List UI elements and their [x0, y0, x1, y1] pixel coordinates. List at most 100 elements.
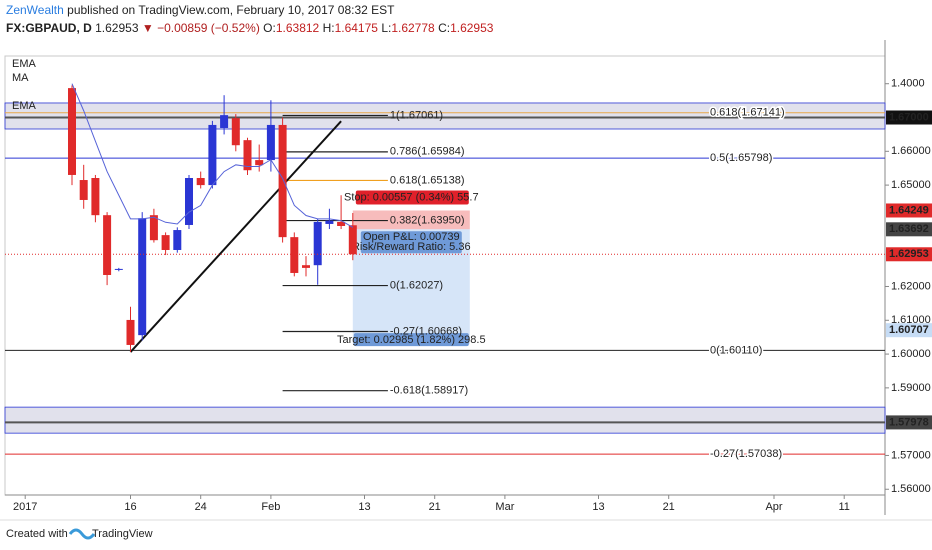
price-label: 1.63692	[889, 223, 929, 235]
brand-logo	[68, 528, 96, 540]
zone	[4, 102, 886, 130]
ohlc-label: O:	[263, 21, 276, 35]
y-tick-label: 1.57000	[891, 449, 931, 461]
x-tick-label: 13	[592, 501, 604, 513]
candle-body	[220, 115, 229, 128]
x-tick-label: 24	[195, 501, 207, 513]
zone	[4, 406, 886, 434]
y-tick-label: 1.65000	[891, 179, 931, 191]
ohlc-value: 1.62953	[450, 21, 494, 35]
ohlc-value: 1.62778	[391, 21, 435, 35]
fib-label: 0.786(1.65984)	[390, 146, 465, 158]
level-label: 0(1.60110)	[710, 344, 762, 356]
series-name: EMA	[12, 100, 37, 112]
x-tick-label: 13	[358, 501, 370, 513]
indicator-label: MA	[12, 72, 29, 84]
candle-body	[185, 178, 193, 225]
target-label: Target: 0.02985 (1.82%) 298.5	[337, 334, 486, 346]
fib-label: 0(1.62027)	[390, 279, 443, 291]
level-label: -0.27(1.57038)	[710, 448, 782, 460]
ohlc-label: L:	[381, 21, 391, 35]
x-tick-label: Feb	[261, 501, 280, 513]
candle-body	[138, 218, 147, 336]
target-label-bg	[353, 333, 469, 347]
fib-label: -0.618(1.58917)	[390, 385, 468, 397]
x-tick-label: 21	[429, 501, 441, 513]
ohlc-value: 1.64175	[335, 21, 379, 35]
y-tick-label: 1.66000	[891, 145, 931, 157]
stop-label: Stop: 0.00557 (0.34%) 55.7	[344, 191, 479, 203]
candle-body	[278, 124, 287, 238]
price-label: 1.67000	[889, 111, 929, 123]
candle-body	[348, 225, 357, 255]
symbol-line: FX:GBPAUD, D 1.62953 ▼ −0.00859 (−0.52%)…	[6, 21, 494, 35]
pnl-label: Open P&L: 0.00739	[363, 231, 460, 243]
footer-created: Created with	[6, 528, 68, 540]
candle-body	[243, 140, 252, 171]
fib-label: 1(1.67061)	[390, 109, 443, 121]
price-label-bg	[886, 247, 932, 262]
change: ▼ −0.00859 (−0.52%)	[142, 21, 260, 35]
price-label-bg	[886, 222, 932, 237]
x-tick-label: 11	[838, 501, 849, 513]
level-label: 0.5(1.65798)	[710, 152, 772, 164]
price-label: 1.62953	[889, 248, 929, 260]
candle-body	[149, 215, 158, 241]
candle-body	[161, 235, 170, 250]
candle-body	[313, 221, 322, 266]
candle-body	[91, 178, 100, 216]
price-label-bg	[886, 203, 932, 218]
candle-body	[231, 118, 240, 146]
candle-body	[337, 221, 346, 226]
candle-body	[325, 220, 334, 224]
price-label: 1.57978	[889, 416, 929, 428]
y-tick-label: 1.59000	[891, 382, 931, 394]
ema-line	[71, 83, 354, 228]
fib-label: 0.382(1.63950)	[390, 214, 465, 226]
ohlc-label: C:	[438, 21, 450, 35]
footer-brand: TradingView	[92, 528, 153, 540]
indicator-label: EMA	[12, 58, 37, 70]
stop-label-bg	[355, 190, 469, 205]
position-tool: Stop: 0.00557 (0.34%) 55.7 Open P&L: 0.00…	[337, 190, 486, 347]
x-tick-label: 21	[663, 501, 675, 513]
candle-body	[79, 180, 88, 200]
candle-body	[126, 319, 135, 345]
candle-body	[196, 178, 205, 186]
stop-zone	[352, 210, 470, 230]
candle-body	[173, 230, 182, 250]
y-tick-label: 1.56000	[891, 483, 931, 495]
symbol: FX:GBPAUD, D	[6, 21, 92, 35]
candle-body	[290, 237, 299, 273]
price-label: 1.60707	[889, 324, 929, 336]
pnl-label-bg	[360, 231, 462, 254]
candle-body	[68, 88, 76, 175]
level-label: 0.618(1.67141)	[710, 107, 785, 119]
candle-body	[266, 124, 275, 161]
x-tick-label: Mar	[495, 501, 514, 513]
header: ZenWealth published on TradingView.com, …	[6, 3, 395, 17]
ohlc-label: H:	[323, 21, 335, 35]
candle-body	[255, 160, 264, 166]
last: 1.62953	[95, 21, 139, 35]
trend-line	[129, 120, 342, 353]
candle-body	[208, 124, 217, 186]
author: ZenWealth	[6, 3, 64, 17]
fib-label: 0.618(1.65138)	[390, 174, 465, 186]
fib-label: -0.27(1.60668)	[390, 325, 462, 337]
x-tick-label: 2017	[13, 501, 37, 513]
ohlc-value: 1.63812	[276, 21, 320, 35]
price-label-bg	[886, 323, 932, 338]
candle-body	[103, 215, 112, 275]
price-label-bg	[886, 110, 932, 125]
x-tick-label: Apr	[765, 501, 782, 513]
x-tick-label: 16	[124, 501, 136, 513]
price-label-bg	[886, 415, 932, 430]
y-tick-label: 1.60000	[891, 348, 931, 360]
y-tick-label: 1.62000	[891, 280, 931, 292]
y-tick-label: 1.4000	[891, 78, 925, 90]
price-label: 1.64249	[889, 204, 929, 216]
ohlc: O:1.63812 H:1.64175 L:1.62778 C:1.62953	[263, 21, 494, 35]
